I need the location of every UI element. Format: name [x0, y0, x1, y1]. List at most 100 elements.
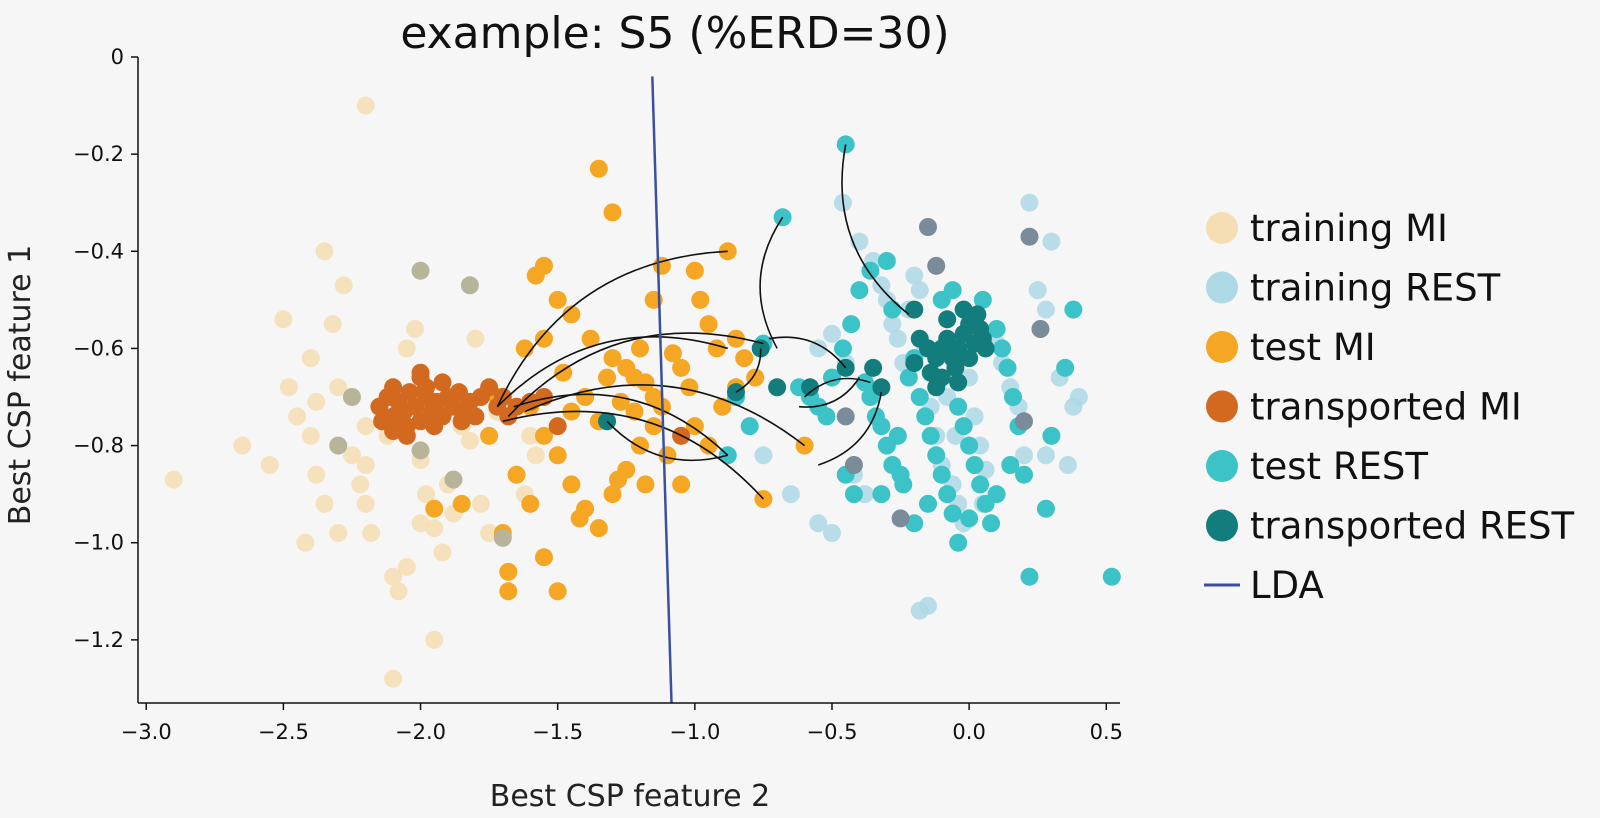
point — [872, 276, 891, 295]
legend-item: transported REST — [1206, 505, 1575, 548]
point — [927, 446, 946, 465]
point — [938, 485, 957, 504]
transport-link — [513, 393, 729, 456]
transport-link — [759, 216, 784, 349]
point — [905, 300, 924, 319]
point — [883, 315, 902, 334]
point — [685, 261, 704, 280]
point — [663, 344, 682, 363]
point — [877, 252, 896, 270]
point — [507, 465, 526, 484]
x-tick-label: 0.0 — [952, 720, 985, 744]
point — [883, 300, 902, 319]
point — [822, 324, 841, 343]
legend-marker — [1206, 450, 1238, 482]
point — [301, 349, 320, 368]
point — [507, 397, 526, 416]
point — [315, 494, 334, 513]
transport-link — [524, 384, 806, 447]
point — [397, 339, 416, 358]
series-3 — [370, 363, 691, 445]
point — [480, 524, 499, 542]
transport-link — [496, 336, 728, 408]
x-tick-label: −3.0 — [121, 720, 172, 744]
y-tick-label: −1.0 — [73, 531, 124, 555]
point — [872, 417, 891, 436]
point — [625, 402, 644, 421]
point — [570, 509, 589, 528]
point — [1058, 456, 1077, 474]
point — [905, 514, 924, 533]
point — [899, 368, 918, 387]
y-tick-label: −0.6 — [73, 336, 124, 360]
point — [164, 470, 183, 489]
point — [307, 465, 326, 484]
point — [460, 431, 479, 450]
legend-marker — [1206, 331, 1238, 363]
point — [460, 276, 479, 295]
point — [589, 519, 608, 538]
x-axis-label: Best CSP feature 2 — [490, 779, 771, 814]
point — [598, 368, 617, 387]
point — [384, 378, 403, 397]
point — [279, 378, 298, 397]
x-tick-label: −1.5 — [532, 720, 583, 744]
point — [534, 256, 553, 275]
point — [672, 475, 691, 494]
legend-label: transported REST — [1250, 505, 1575, 548]
point — [499, 562, 518, 581]
point — [949, 533, 968, 552]
point — [809, 339, 828, 358]
point — [946, 358, 965, 377]
point — [417, 378, 436, 397]
point — [844, 456, 863, 474]
point — [362, 524, 381, 542]
point — [968, 305, 987, 324]
point — [389, 582, 408, 601]
point — [534, 548, 553, 567]
point — [499, 582, 518, 601]
transport-link — [496, 250, 728, 408]
point — [809, 514, 828, 533]
legend-item: LDA — [1204, 564, 1324, 607]
point — [609, 470, 628, 489]
point — [384, 669, 403, 688]
point — [425, 499, 444, 518]
point — [603, 203, 622, 222]
point — [329, 436, 348, 455]
point — [965, 456, 984, 474]
transport-links — [496, 144, 910, 500]
y-tick-label: −1.2 — [73, 628, 124, 652]
point — [905, 266, 924, 285]
point — [1004, 388, 1023, 406]
point — [562, 475, 581, 494]
point — [384, 567, 403, 586]
point — [680, 378, 699, 397]
point — [1020, 227, 1039, 246]
legend-marker — [1206, 390, 1238, 423]
point — [699, 436, 718, 455]
point — [521, 426, 540, 445]
legend-item: training REST — [1206, 267, 1501, 310]
point — [548, 417, 567, 436]
x-tick-label: −1.0 — [669, 720, 720, 744]
point — [384, 422, 403, 440]
point — [836, 407, 855, 426]
point — [918, 494, 937, 513]
point — [910, 281, 929, 300]
point — [735, 349, 754, 368]
point — [718, 242, 737, 261]
point — [397, 426, 416, 445]
transport-link — [841, 144, 910, 316]
point — [1036, 499, 1055, 518]
point — [921, 426, 940, 445]
point — [855, 373, 874, 392]
point — [452, 412, 471, 431]
point — [342, 388, 361, 406]
point — [754, 446, 773, 465]
point — [891, 465, 910, 484]
point — [822, 524, 841, 542]
point — [334, 276, 353, 295]
point — [480, 426, 499, 445]
